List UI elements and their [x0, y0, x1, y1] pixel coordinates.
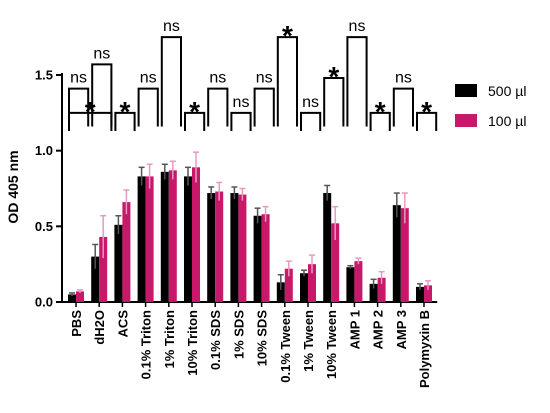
bar	[192, 167, 200, 302]
bar	[137, 176, 146, 302]
significance-bracket	[392, 87, 414, 127]
significance-bracket	[184, 111, 206, 131]
significance-label: ns	[93, 45, 110, 62]
bar	[253, 215, 262, 302]
significance-label: *	[120, 96, 131, 127]
x-tick-label: 1% SDS	[231, 310, 246, 359]
significance-bracket	[207, 87, 229, 127]
significance-label: *	[375, 96, 386, 127]
bar	[346, 267, 355, 302]
bar	[354, 261, 363, 302]
bar	[145, 176, 154, 302]
significance-label: *	[328, 61, 339, 92]
significance-bracket	[276, 36, 298, 127]
bars	[68, 167, 432, 302]
significance-bracket	[91, 63, 113, 127]
significance-bracket	[416, 111, 438, 131]
y-tick-label: 1.0	[35, 143, 53, 158]
x-tick-label: 1% Triton	[162, 310, 177, 369]
bar	[424, 285, 432, 302]
significance-label: ns	[302, 94, 319, 111]
legend-swatch	[455, 84, 477, 97]
x-tick-label: dH2O	[92, 310, 107, 345]
significance-bracket	[369, 111, 391, 131]
bar	[300, 273, 308, 302]
x-tick-label: ACS	[115, 310, 130, 338]
significance-label: ns	[140, 70, 157, 87]
bar	[76, 291, 84, 302]
x-tick-label: 10% Tween	[324, 310, 339, 379]
bar	[168, 170, 177, 302]
legend-label: 500 µl	[488, 83, 526, 99]
significance-label: *	[282, 20, 293, 51]
bar	[238, 194, 247, 302]
significance-bracket	[230, 111, 252, 131]
legend-swatch	[455, 114, 477, 127]
y-tick-label: 0.5	[35, 219, 53, 234]
bar	[331, 223, 340, 302]
significance-bracket	[68, 87, 90, 127]
significance-label: ns	[233, 94, 250, 111]
bar	[230, 193, 239, 302]
significance-bracket	[160, 36, 182, 127]
bar	[215, 191, 224, 302]
bar	[261, 214, 270, 302]
significance-label: *	[189, 96, 200, 127]
significance-label: ns	[395, 70, 412, 87]
bar	[308, 264, 316, 302]
bar	[91, 256, 100, 302]
bar	[207, 193, 216, 302]
bar	[323, 193, 332, 302]
significance-label: ns	[349, 18, 366, 35]
bar	[276, 282, 285, 302]
bar	[392, 205, 401, 302]
significance-label: ns	[209, 70, 226, 87]
x-tick-label: PBS	[69, 310, 84, 337]
bar	[284, 268, 293, 302]
x-tick-label: AMP 1	[347, 310, 362, 350]
significance-bracket	[253, 87, 275, 127]
bar	[400, 208, 409, 302]
x-tick-label: 10% Triton	[185, 310, 200, 376]
significance-bracket	[300, 111, 322, 131]
significance-label: ns	[163, 18, 180, 35]
y-tick-label: 0.0	[35, 295, 53, 310]
y-axis-label: OD 405 nm	[5, 150, 21, 223]
legend-label: 100 µl	[488, 113, 526, 129]
x-tick-label: 0.1% Triton	[139, 310, 154, 379]
bar	[160, 171, 169, 302]
significance-bracket	[114, 111, 136, 131]
x-tick-label: AMP 2	[371, 310, 386, 350]
bar	[114, 224, 123, 302]
bar	[377, 277, 386, 302]
bar	[122, 202, 131, 302]
x-tick-labels: PBS dH2O ACS 0.1% Triton 1% Triton 10% Triton…	[69, 302, 432, 388]
x-tick-label: AMP 3	[394, 310, 409, 350]
legend: 500 µl 100 µl	[455, 83, 526, 129]
significance-bracket	[323, 77, 345, 127]
bar	[416, 286, 424, 302]
significance-bracket	[137, 87, 159, 127]
y-tick-label: 1.5	[35, 68, 53, 83]
significance-bracket	[346, 36, 368, 127]
significance-label: *	[85, 96, 96, 127]
bar	[369, 283, 378, 302]
significance-label: ns	[70, 70, 87, 87]
x-tick-label: 1% Tween	[301, 310, 316, 372]
x-tick-label: 0.1% Tween	[278, 310, 293, 383]
x-tick-label: 0.1% SDS	[208, 310, 223, 370]
significance-label: *	[421, 96, 432, 127]
x-tick-label: 10% SDS	[255, 310, 270, 367]
x-tick-label: Polymyxin B	[417, 310, 432, 388]
significance-label: ns	[256, 70, 273, 87]
bar	[99, 236, 108, 302]
bar	[68, 294, 76, 302]
bar	[184, 176, 192, 302]
error-bars	[69, 151, 431, 296]
